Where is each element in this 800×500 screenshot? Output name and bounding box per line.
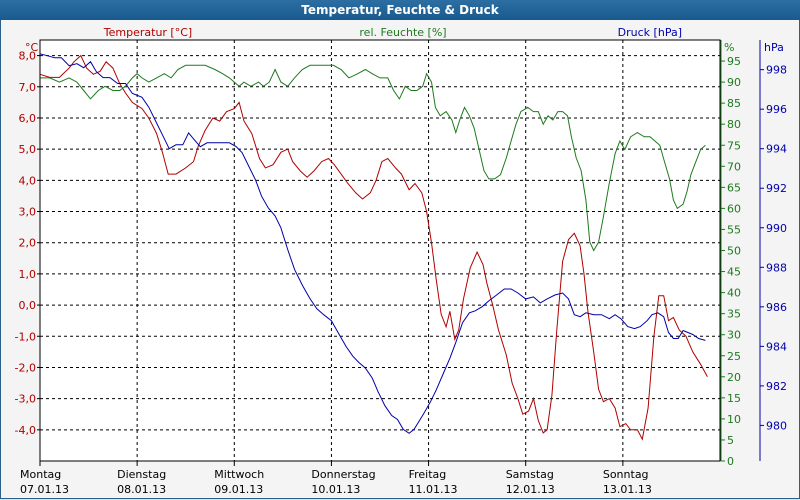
hum-axis-title: rel. Feuchte [%]	[359, 26, 446, 39]
press-axis-title: Druck [hPa]	[618, 26, 682, 39]
press-tick-label: 992	[766, 182, 787, 195]
series-line-temp	[39, 54, 708, 441]
series-line-press	[39, 53, 706, 434]
x-tick-day: Samstag	[506, 468, 554, 481]
hum-tick-label: 95	[727, 55, 741, 68]
hum-tick-label: 75	[727, 139, 741, 152]
hum-tick-label: 70	[727, 160, 741, 173]
x-tick-date: 09.01.13	[214, 483, 263, 496]
press-tick-label: 988	[766, 261, 787, 274]
hum-tick-label: 10	[727, 413, 741, 426]
hum-tick-label: 65	[727, 181, 741, 194]
temp-tick-label: 2,0	[19, 237, 37, 250]
temp-tick-label: -1,0	[15, 330, 36, 343]
temp-tick-label: 4,0	[19, 174, 37, 187]
x-tick-day: Montag	[20, 468, 61, 481]
press-tick-label: 984	[766, 340, 787, 353]
temp-tick-label: 8,0	[19, 50, 37, 63]
hum-tick-label: 50	[727, 245, 741, 258]
hum-tick-label: 90	[727, 76, 741, 89]
temp-tick-label: 3,0	[19, 206, 37, 219]
hum-tick-label: 30	[727, 329, 741, 342]
hum-tick-label: 35	[727, 308, 741, 321]
hum-tick-label: 5	[727, 434, 734, 447]
temp-unit-label: °C	[25, 41, 39, 54]
hum-tick-label: 85	[727, 97, 741, 110]
x-tick-day: Donnerstag	[311, 468, 375, 481]
x-tick-date: 10.01.13	[311, 483, 360, 496]
x-tick-date: 12.01.13	[506, 483, 555, 496]
x-tick-day: Freitag	[409, 468, 447, 481]
x-tick-date: 07.01.13	[20, 483, 69, 496]
temp-tick-label: 7,0	[19, 81, 37, 94]
x-tick-day: Mittwoch	[214, 468, 264, 481]
plot-border	[39, 39, 721, 462]
x-tick-day: Dienstag	[117, 468, 166, 481]
plot-area	[40, 40, 720, 461]
hum-unit-label: %	[724, 41, 734, 54]
window-title: Temperatur, Feuchte & Druck	[301, 3, 499, 17]
x-tick-date: 11.01.13	[409, 483, 458, 496]
hum-tick-label: 55	[727, 223, 741, 236]
temp-tick-label: -2,0	[15, 361, 36, 374]
temp-tick-label: 6,0	[19, 112, 37, 125]
temp-tick-label: -4,0	[15, 424, 36, 437]
hum-tick-label: 40	[727, 287, 741, 300]
series-line-hum	[40, 64, 706, 252]
hum-tick-label: 60	[727, 202, 741, 215]
hum-tick-label: 20	[727, 371, 741, 384]
x-tick-date: 13.01.13	[603, 483, 652, 496]
x-tick-day: Sonntag	[603, 468, 649, 481]
hum-tick-label: 0	[727, 455, 734, 468]
temp-tick-label: 5,0	[19, 143, 37, 156]
weather-chart: 8,0 7,0 6,0 5,0 4,0 3,0 2,0 1,0 0,0 -1,0 -2,0 -3,0 -…	[15, 26, 787, 496]
temp-tick-label: -3,0	[15, 393, 36, 406]
hum-tick-label: 25	[727, 350, 741, 363]
hum-tick-label: 15	[727, 392, 741, 405]
press-tick-label: 980	[766, 419, 787, 432]
temp-tick-label: 0,0	[19, 299, 37, 312]
window-titlebar: Temperatur, Feuchte & Druck	[0, 0, 800, 20]
x-tick-date: 08.01.13	[117, 483, 166, 496]
press-tick-label: 994	[766, 143, 787, 156]
press-unit-label: hPa	[764, 41, 784, 54]
press-tick-label: 986	[766, 301, 787, 314]
hum-tick-label: 45	[727, 266, 741, 279]
press-tick-label: 998	[766, 64, 787, 77]
press-tick-label: 990	[766, 222, 787, 235]
press-tick-label: 982	[766, 380, 787, 393]
press-tick-label: 996	[766, 103, 787, 116]
hum-tick-label: 80	[727, 118, 741, 131]
temp-axis-title: Temperatur [°C]	[103, 26, 192, 39]
temp-tick-label: 1,0	[19, 268, 37, 281]
